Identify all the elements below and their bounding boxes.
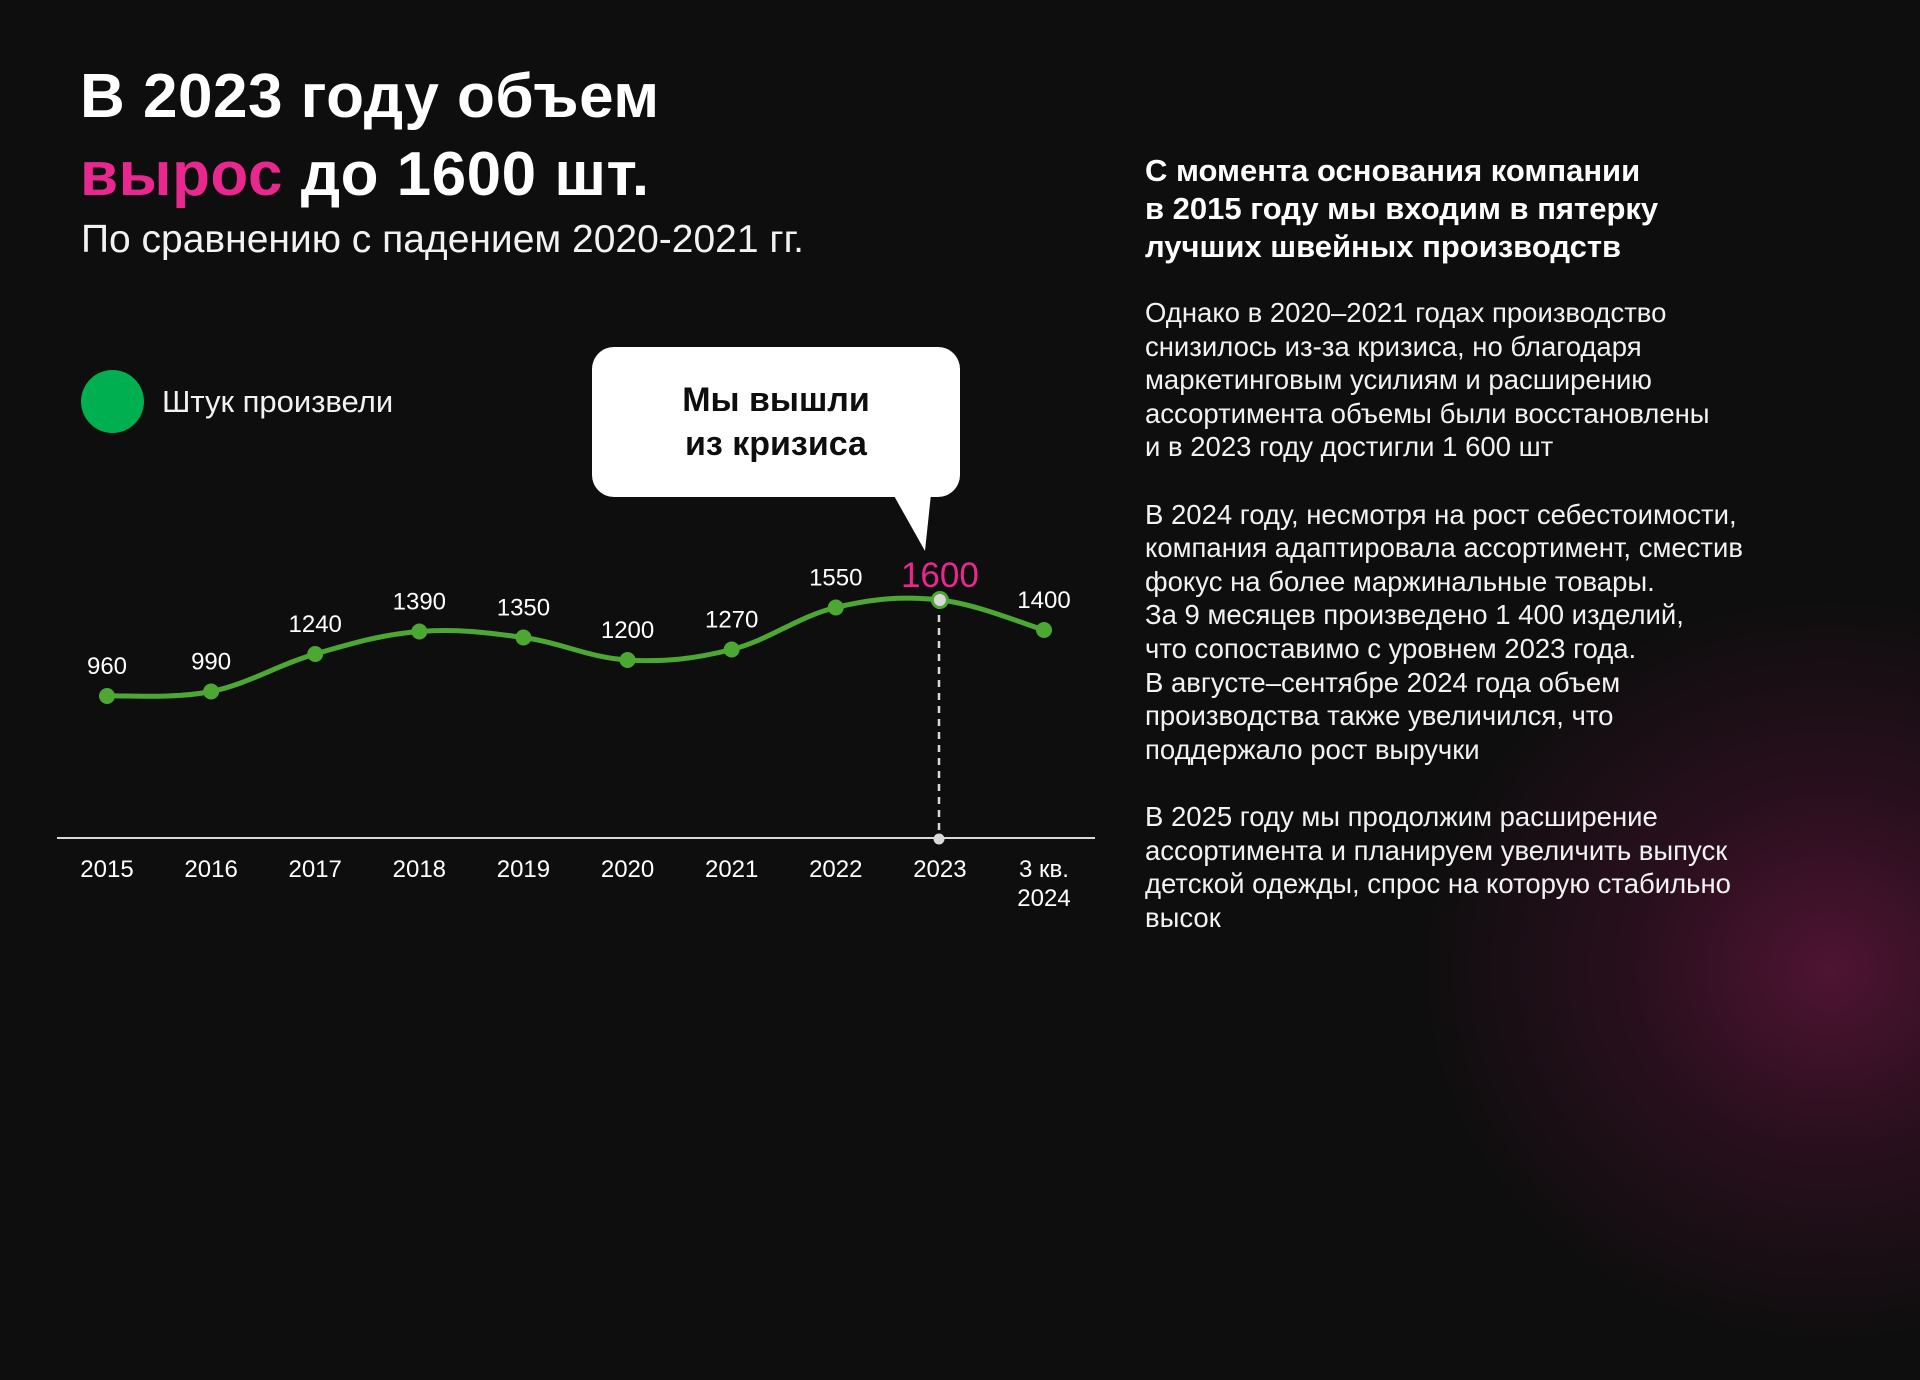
x-tick-label: 3 кв. (1019, 856, 1069, 883)
title-line-2-rest: до 1600 шт. (282, 140, 650, 209)
data-point (99, 688, 115, 704)
data-points (99, 591, 1052, 704)
value-label: 1400 (1017, 587, 1070, 614)
data-point (307, 646, 324, 662)
x-tick-label: 2015 (80, 856, 133, 883)
x-tick-label-line-2: 2024 (1017, 885, 1070, 912)
series-line (104, 595, 1047, 699)
chart-legend: Штук произвели (81, 370, 393, 433)
line-chart: 960 990 1240 1390 1350 1200 1270 1550 1600 1400 2… (57, 494, 1095, 912)
paragraph-2024: В 2024 году, несмотря на рост себестоимо… (1145, 498, 1743, 765)
highlight-value-label: 1600 (901, 556, 979, 595)
highlight-point (930, 591, 949, 609)
page-title: В 2023 году объем вырос до 1600 шт. (80, 58, 660, 214)
legend-label: Штук произвели (162, 383, 394, 419)
data-point (203, 683, 220, 700)
value-label: 1390 (393, 589, 446, 616)
value-label: 1350 (497, 595, 550, 622)
callout-line-1: Мы вышли (682, 381, 870, 419)
x-tick-label: 2017 (289, 856, 342, 883)
data-point (411, 623, 428, 640)
value-label: 1200 (601, 617, 654, 644)
right-heading: С момента основания компании в 2015 году… (1145, 153, 1659, 264)
paragraph-crisis: Однако в 2020–2021 годах производство сн… (1145, 297, 1710, 463)
data-point (619, 652, 636, 668)
x-tick-label: 2018 (393, 856, 446, 883)
title-accent-word: вырос (80, 140, 283, 209)
value-label: 990 (191, 649, 231, 676)
title-line-1: В 2023 году объем (80, 62, 660, 131)
value-label: 1270 (705, 607, 758, 634)
x-tick-label: 2021 (705, 856, 758, 883)
callout-line-2: из кризиса (685, 425, 867, 463)
page-subtitle: По сравнению с падением 2020-2021 гг. (81, 218, 804, 261)
x-tick-label: 2020 (601, 856, 654, 883)
legend-dot-icon (81, 370, 144, 433)
value-label: 1550 (809, 565, 862, 592)
data-point (515, 629, 532, 646)
value-label: 1240 (289, 611, 342, 638)
right-panel: С момента основания компании в 2015 году… (1145, 152, 1865, 968)
x-tick-label: 2022 (809, 856, 862, 883)
paragraph-2025: В 2025 году мы продолжим расширение ассо… (1145, 800, 1731, 933)
x-tick-label: 2016 (184, 856, 237, 883)
data-point (827, 599, 844, 616)
data-point (1036, 622, 1052, 638)
axis-marker (933, 833, 945, 845)
x-axis-labels: 2015 2016 2017 2018 2019 2020 2021 2022 2023 3 кв… (80, 856, 1070, 912)
x-tick-label: 2019 (497, 856, 550, 883)
callout-tail (893, 494, 931, 551)
value-labels: 960 990 1240 1390 1350 1200 1270 1550 1600 1400 (87, 556, 1071, 680)
x-tick-label: 2023 (913, 856, 966, 883)
callout-bubble: Мы вышли из кризиса (592, 347, 960, 497)
value-label: 960 (87, 653, 127, 680)
data-point (723, 641, 740, 658)
